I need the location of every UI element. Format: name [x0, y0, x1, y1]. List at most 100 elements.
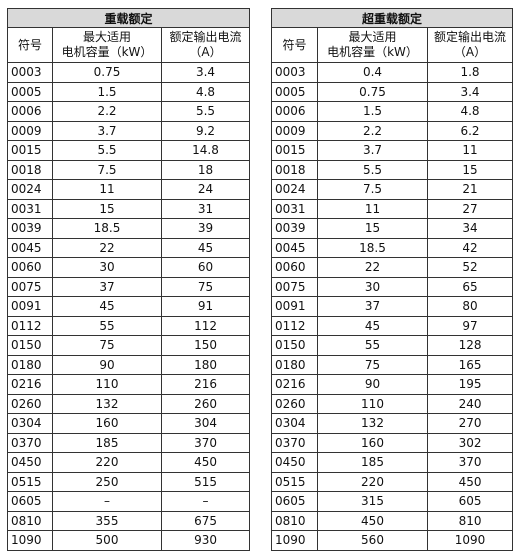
cell: 11 — [426, 140, 514, 161]
cell: 9.2 — [160, 120, 251, 141]
cell: 675 — [160, 510, 251, 531]
data-row: 0018 5.5 15 — [271, 159, 514, 180]
cell: 0031 — [271, 198, 318, 219]
cell: 37 — [52, 276, 162, 297]
cell: 6.2 — [426, 120, 514, 141]
cell: 0015 — [271, 140, 318, 161]
cell: 0031 — [7, 198, 53, 219]
data-row: 0031 11 27 — [271, 198, 514, 219]
cell: 0605 — [271, 491, 318, 512]
data-row: 0180 90 180 — [7, 354, 251, 375]
cell: 0150 — [271, 335, 318, 356]
title-row: 重载额定 — [6, 8, 251, 28]
data-row: 0031 15 31 — [7, 198, 251, 219]
cell: 15 — [52, 198, 162, 219]
cell: 0370 — [7, 432, 53, 453]
cell: 0060 — [271, 257, 318, 278]
column-header: 额定输出电流 （A） — [160, 27, 251, 63]
data-row: 0009 2.2 6.2 — [271, 120, 514, 141]
cell: 75 — [52, 335, 162, 356]
cell: 0045 — [271, 237, 318, 258]
cell: 0810 — [271, 510, 318, 531]
data-row: 0003 0.4 1.8 — [271, 62, 514, 83]
cell: 0450 — [271, 452, 318, 473]
cell: 370 — [426, 452, 514, 473]
cell: 4.8 — [160, 81, 251, 102]
cell: 185 — [317, 452, 428, 473]
data-row: 0003 0.75 3.4 — [7, 62, 251, 83]
cell: 0006 — [271, 101, 318, 122]
cell: 0091 — [7, 296, 53, 317]
header-row: 符号 最大适用 电机容量（kW） 额定输出电流 （A） — [271, 27, 514, 63]
cell: 18.5 — [317, 237, 428, 258]
data-row: 1090 560 1090 — [271, 530, 514, 551]
cell: 22 — [52, 237, 162, 258]
cell: 450 — [160, 452, 251, 473]
cell: 5.5 — [52, 140, 162, 161]
header-row: 符号 最大适用 电机容量（kW） 额定输出电流 （A） — [7, 27, 251, 63]
cell: 0304 — [271, 413, 318, 434]
table-title: 超重载额定 — [270, 8, 514, 28]
data-row: 0605– – — [7, 491, 251, 512]
column-header: 最大适用 电机容量（kW） — [52, 27, 162, 63]
cell: 0018 — [7, 159, 53, 180]
cell: 0216 — [271, 374, 318, 395]
cell: 60 — [160, 257, 251, 278]
cell: 0605 — [7, 491, 53, 512]
heavy-duty-table: 重载额定 符号 最大适用 电机容量（kW） 额定输出电流 （A） 0003 0.75 3.4… — [6, 8, 251, 551]
cell: 34 — [426, 218, 514, 239]
column-header: 符号 — [7, 27, 53, 63]
data-row: 0216 110 216 — [7, 374, 251, 395]
data-row: 1090 500 930 — [7, 530, 251, 551]
cell: 0009 — [7, 120, 53, 141]
cell: 304 — [160, 413, 251, 434]
cell: 260 — [160, 393, 251, 414]
cell: 11 — [52, 179, 162, 200]
data-row: 0006 2.2 5.5 — [7, 101, 251, 122]
data-row: 0024 7.5 21 — [271, 179, 514, 200]
cell: 450 — [317, 510, 428, 531]
cell: 45 — [317, 315, 428, 336]
cell: 220 — [52, 452, 162, 473]
cell: 2.2 — [52, 101, 162, 122]
data-row: 0039 15 34 — [271, 218, 514, 239]
cell: – — [160, 491, 251, 512]
cell: 315 — [317, 491, 428, 512]
cell: 560 — [317, 530, 428, 551]
cell: 250 — [52, 471, 162, 492]
cell: 110 — [52, 374, 162, 395]
cell: 0304 — [7, 413, 53, 434]
column-header: 额定输出电流 （A） — [426, 27, 514, 63]
title-row: 超重载额定 — [270, 8, 514, 28]
cell: 0.75 — [317, 81, 428, 102]
super-heavy-duty-table: 超重载额定 符号 最大适用 电机容量（kW） 额定输出电流 （A） 0003 0.4 1.8… — [270, 8, 514, 551]
cell: 15 — [317, 218, 428, 239]
cell: 0180 — [271, 354, 318, 375]
cell: 0112 — [271, 315, 318, 336]
data-row: 0260 132 260 — [7, 393, 251, 414]
cell: 0515 — [7, 471, 53, 492]
cell: 0.75 — [52, 62, 162, 83]
cell: 30 — [317, 276, 428, 297]
cell: 0515 — [271, 471, 318, 492]
cell: 55 — [52, 315, 162, 336]
cell: 0112 — [7, 315, 53, 336]
data-row: 0024 11 24 — [7, 179, 251, 200]
cell: 39 — [160, 218, 251, 239]
cell: 810 — [426, 510, 514, 531]
cell: 0003 — [271, 62, 318, 83]
cell: 0810 — [7, 510, 53, 531]
cell: 220 — [317, 471, 428, 492]
cell: 0018 — [271, 159, 318, 180]
data-row: 0112 45 97 — [271, 315, 514, 336]
data-row: 0018 7.5 18 — [7, 159, 251, 180]
cell: 3.4 — [160, 62, 251, 83]
data-row: 0180 75 165 — [271, 354, 514, 375]
cell: 75 — [160, 276, 251, 297]
cell: 185 — [52, 432, 162, 453]
cell: 0039 — [7, 218, 53, 239]
cell: 0045 — [7, 237, 53, 258]
data-row: 0810 355 675 — [7, 510, 251, 531]
cell: 270 — [426, 413, 514, 434]
